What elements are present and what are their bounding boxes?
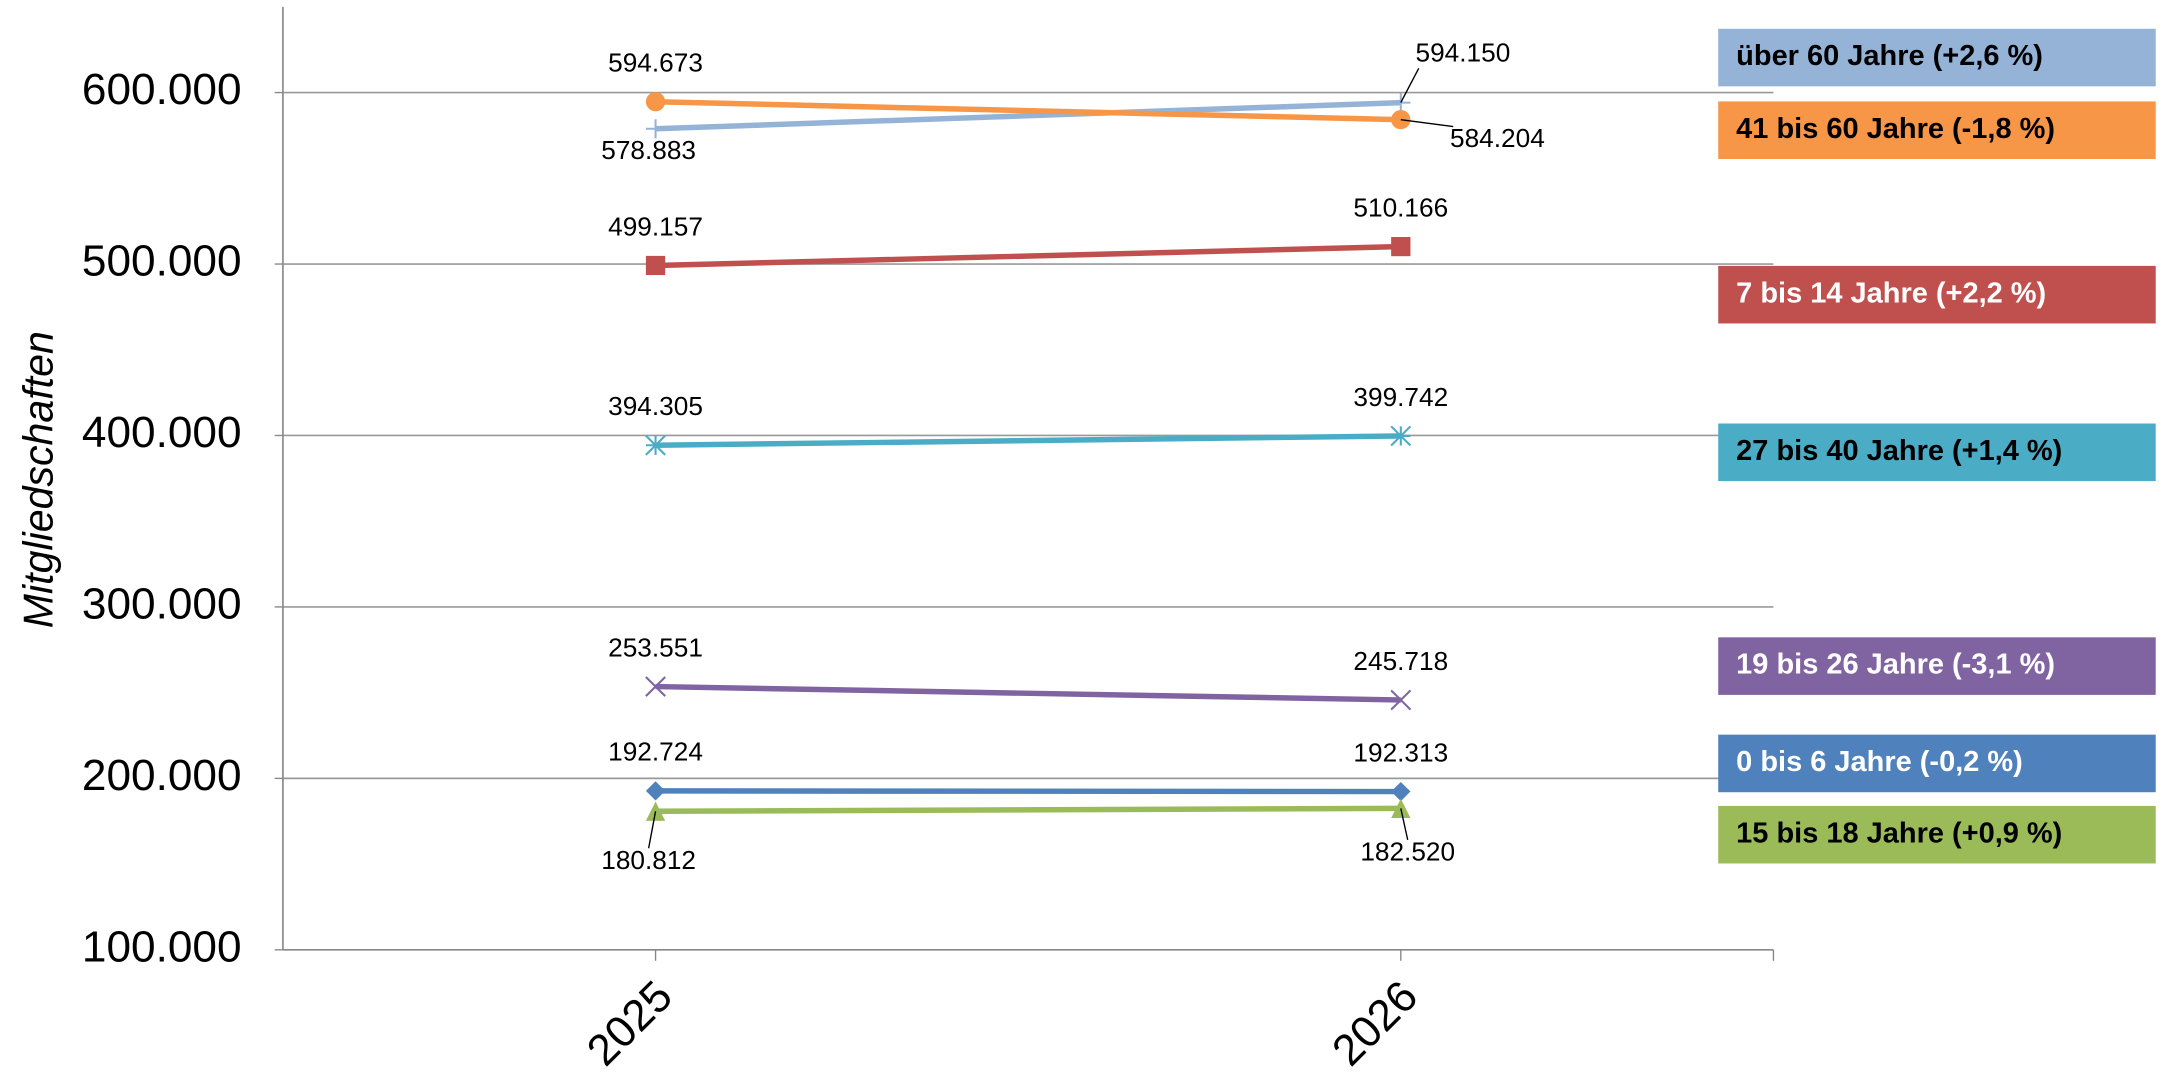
data-label: 253.551 — [608, 633, 703, 663]
y-tick-label: 300.000 — [82, 580, 242, 629]
data-label: 192.724 — [608, 737, 703, 767]
data-label: 180.812 — [601, 845, 696, 875]
marker — [645, 255, 666, 276]
data-label: 578.883 — [601, 135, 696, 165]
data-label: 594.150 — [1416, 38, 1511, 68]
leader-line — [1400, 118, 1454, 128]
data-label: 499.157 — [608, 211, 703, 241]
legend-box — [1718, 637, 2156, 695]
data-label: 584.204 — [1450, 123, 1545, 153]
legend-label: 7 bis 14 Jahre (+2,2 %) — [1736, 277, 2046, 309]
series-line — [655, 99, 1401, 132]
x-tick-label: 2026 — [1323, 972, 1427, 1076]
data-label: 399.742 — [1353, 382, 1448, 412]
legend-label: 27 bis 40 Jahre (+1,4 %) — [1736, 435, 2062, 467]
marker — [1391, 93, 1411, 113]
data-label: 245.718 — [1353, 646, 1448, 676]
marker — [1391, 110, 1411, 130]
marker — [645, 92, 666, 112]
marker — [1390, 425, 1412, 447]
y-tick-label: 500.000 — [82, 237, 242, 286]
data-label: 182.520 — [1360, 837, 1455, 867]
marker — [645, 676, 666, 697]
series-line — [655, 788, 1401, 795]
legend-label: über 60 Jahre (+2,6 %) — [1736, 40, 2043, 72]
series-line — [655, 243, 1401, 269]
y-tick-label: 400.000 — [82, 408, 242, 457]
y-tick-label: 100.000 — [82, 923, 242, 972]
y-tick-label: 200.000 — [82, 751, 242, 800]
series-line — [655, 683, 1401, 703]
legend-box — [1718, 265, 2156, 324]
legend-box — [1718, 805, 2156, 864]
marker — [645, 781, 666, 801]
legend-label: 19 bis 26 Jahre (-3,1 %) — [1736, 649, 2055, 681]
data-label: 192.313 — [1353, 738, 1448, 768]
data-label: 510.166 — [1353, 193, 1448, 223]
legend-label: 15 bis 18 Jahre (+0,9 %) — [1736, 817, 2062, 849]
leader-line — [647, 811, 657, 849]
marker — [1391, 237, 1411, 257]
y-axis-label: Mitgliedschaften — [15, 331, 61, 628]
marker — [1391, 781, 1411, 802]
legend-label: 0 bis 6 Jahre (-0,2 %) — [1736, 746, 2023, 778]
series-line — [655, 98, 1401, 123]
legend-box — [1718, 734, 2156, 793]
series-line — [655, 805, 1401, 815]
data-label: 594.673 — [608, 48, 703, 78]
legend-label: 41 bis 60 Jahre (-1,8 %) — [1736, 113, 2055, 145]
marker — [645, 434, 666, 456]
leader-line — [1400, 808, 1409, 841]
marker — [645, 119, 666, 139]
y-tick-label: 600.000 — [82, 65, 242, 114]
legend-box — [1718, 28, 2156, 87]
leader-line — [1400, 68, 1420, 103]
series-line — [655, 433, 1401, 448]
x-tick-label: 2025 — [578, 972, 682, 1076]
data-label: 394.305 — [608, 391, 703, 421]
legend-box — [1718, 423, 2156, 482]
marker — [1390, 689, 1412, 711]
marker — [1391, 798, 1411, 818]
legend-box — [1718, 101, 2156, 159]
